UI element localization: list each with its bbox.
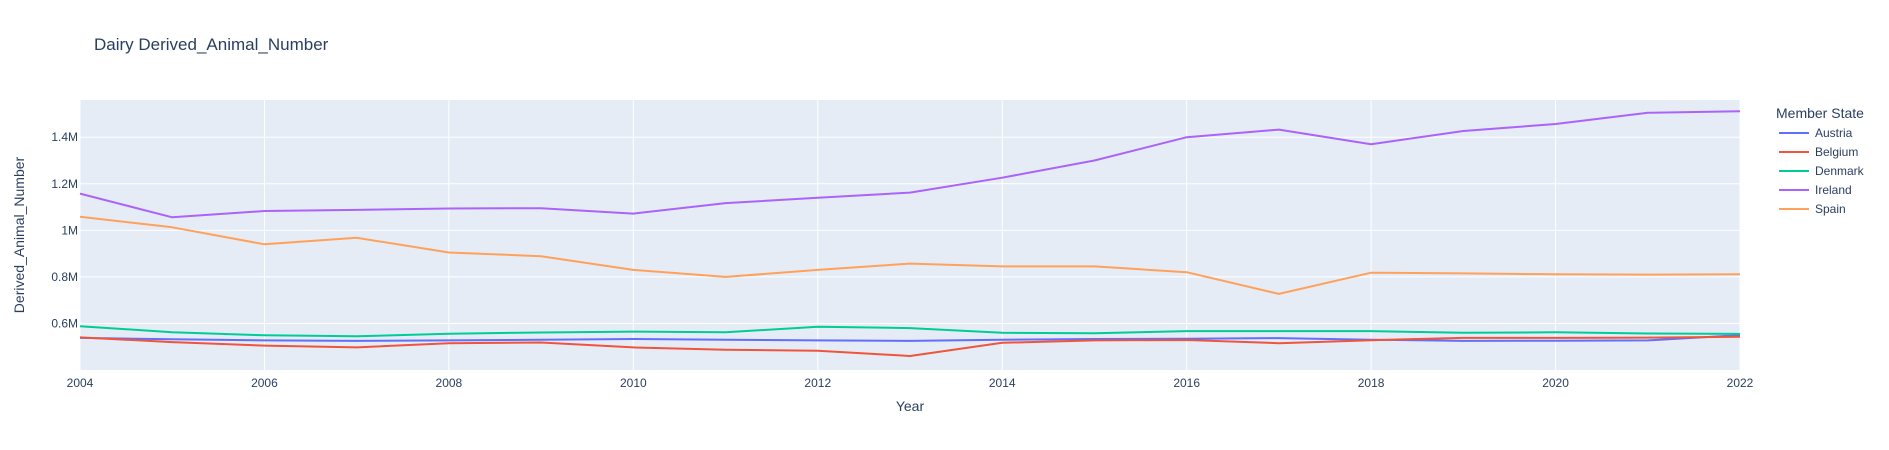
series-line-ireland — [79, 110, 1741, 219]
x-tick-label: 2010 — [620, 376, 647, 390]
y-tick-label: 1.2M — [51, 177, 78, 191]
legend-label-spain: Spain — [1815, 202, 1846, 216]
y-axis-title: Derived_Animal_Number — [11, 156, 27, 313]
x-tick-label: 2004 — [67, 376, 94, 390]
x-tick-label: 2016 — [1173, 376, 1200, 390]
chart-title: Dairy Derived_Animal_Number — [94, 35, 329, 54]
x-tick-label: 2008 — [436, 376, 463, 390]
y-tick-label: 0.8M — [51, 270, 78, 284]
y-axis-ticks: 0.6M 0.8M 1M 1.2M 1.4M — [51, 130, 78, 330]
x-tick-label: 2022 — [1727, 376, 1754, 390]
x-tick-label: 2018 — [1358, 376, 1385, 390]
series-lines — [79, 110, 1741, 357]
legend: Member State Austria Belgium Denmark Irelan… — [1776, 105, 1865, 216]
legend-label-denmark: Denmark — [1815, 164, 1865, 178]
x-tick-label: 2012 — [804, 376, 831, 390]
y-tick-label: 1M — [61, 223, 78, 237]
legend-label-ireland: Ireland — [1815, 183, 1852, 197]
x-tick-label: 2020 — [1542, 376, 1569, 390]
x-tick-label: 2006 — [251, 376, 278, 390]
legend-title: Member State — [1776, 105, 1864, 121]
y-tick-label: 1.4M — [51, 130, 78, 144]
y-tick-label: 0.6M — [51, 316, 78, 330]
plot-area — [80, 100, 1740, 370]
legend-label-austria: Austria — [1815, 126, 1853, 140]
x-axis-ticks: 2004 2006 2008 2010 2012 2014 2016 2018 2020 2022 — [67, 376, 1754, 390]
legend-label-belgium: Belgium — [1815, 145, 1858, 159]
series-line-spain — [79, 215, 1741, 295]
x-axis-title: Year — [896, 398, 925, 414]
series-line-austria — [79, 334, 1741, 342]
series-line-belgium — [79, 335, 1741, 357]
gridlines — [79, 100, 1741, 370]
x-tick-label: 2014 — [989, 376, 1016, 390]
series-line-denmark — [79, 325, 1741, 338]
